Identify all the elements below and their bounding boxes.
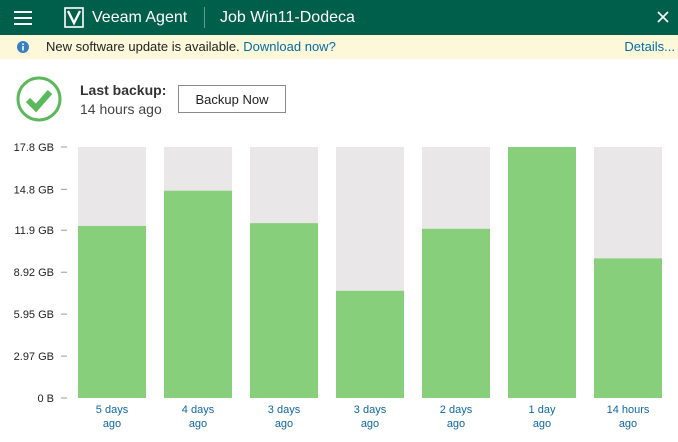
menu-icon[interactable]: [14, 10, 34, 25]
y-tick-label: 11.9 GB: [14, 225, 54, 237]
x-tick-label: ago: [189, 418, 207, 430]
x-tick-label: ago: [533, 418, 551, 430]
x-tick-label: ago: [275, 418, 293, 430]
bar: [250, 223, 318, 398]
x-tick-label: ago: [103, 418, 121, 430]
backup-size-chart: 17.8 GB 14.8 GB 11.9 GB 8.92 GB 5.95 GB 2.97 …: [14, 142, 662, 430]
success-check-icon: [16, 76, 62, 122]
y-tick-label: 8.92 GB: [14, 267, 54, 279]
y-tick-label: 0 B: [37, 393, 54, 405]
y-tick-label: 17.8 GB: [14, 142, 54, 154]
bar: [164, 190, 232, 398]
last-backup-value: 14 hours ago: [80, 101, 162, 117]
app-name: Veeam Agent: [92, 9, 188, 26]
x-tick-label: 4 days: [182, 404, 215, 416]
veeam-logo-icon: [64, 7, 84, 28]
x-tick-label: 2 days: [440, 404, 473, 416]
bar: [508, 147, 576, 398]
close-icon[interactable]: [657, 11, 669, 23]
title-bar: Veeam Agent Job Win11-Dodeca: [0, 0, 678, 35]
y-tick-label: 5.95 GB: [14, 309, 54, 321]
last-backup-label: Last backup:: [80, 82, 167, 98]
x-tick-label: 5 days: [96, 404, 129, 416]
bar: [336, 290, 404, 398]
details-link[interactable]: Details...: [624, 39, 675, 54]
info-icon: [17, 41, 29, 53]
download-now-link[interactable]: Download now?: [243, 39, 336, 54]
bar: [594, 258, 662, 398]
y-tick-label: 2.97 GB: [14, 351, 54, 363]
update-notice-bar: New software update is available. Downlo…: [0, 35, 678, 59]
backup-now-button[interactable]: Backup Now: [178, 85, 286, 113]
x-tick-label: 1 day: [529, 404, 556, 416]
title-separator: [204, 7, 205, 28]
notice-message: New software update is available. Downlo…: [46, 35, 336, 59]
x-tick-label: ago: [447, 418, 465, 430]
y-tick-label: 14.8 GB: [14, 184, 54, 196]
x-tick-label: ago: [361, 418, 379, 430]
x-tick-label: 3 days: [354, 404, 387, 416]
x-tick-label: 3 days: [268, 404, 301, 416]
notice-text: New software update is available.: [46, 39, 240, 54]
job-title: Job Win11-Dodeca: [220, 9, 355, 26]
bar: [78, 225, 146, 398]
x-tick-label: ago: [619, 418, 637, 430]
bar: [422, 228, 490, 398]
x-tick-label: 14 hours: [607, 404, 650, 416]
